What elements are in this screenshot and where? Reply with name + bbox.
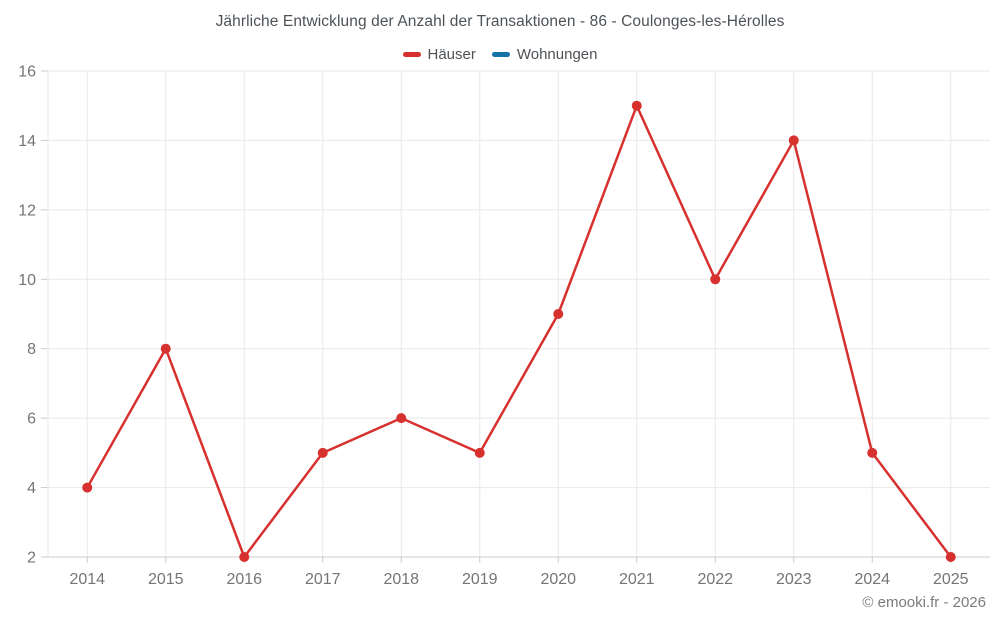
axis-tick-label: 10	[18, 272, 36, 289]
data-point[interactable]	[239, 552, 250, 562]
chart-legend: Häuser Wohnungen	[0, 46, 1000, 63]
axis-tick-label: 2017	[305, 571, 341, 588]
data-point[interactable]	[710, 274, 721, 285]
legend-swatch-wohnungen	[491, 52, 510, 57]
axis-tick-label: 4	[27, 480, 36, 497]
legend-item-haeuser[interactable]: Häuser	[402, 46, 476, 63]
data-point[interactable]	[160, 343, 171, 354]
axis-tick-label: 14	[18, 133, 36, 150]
copyright-footer: © emooki.fr - 2026	[862, 594, 986, 611]
data-point[interactable]	[945, 552, 956, 562]
axis-tick-label: 2020	[540, 571, 576, 588]
data-point[interactable]	[317, 447, 328, 458]
axis-tick-label: 2018	[383, 571, 419, 588]
axis-tick-label: 2014	[69, 571, 105, 588]
axis-tick-label: 2021	[619, 571, 655, 588]
chart-title: Jährliche Entwicklung der Anzahl der Tra…	[215, 13, 785, 30]
axis-tick-label: 6	[27, 411, 36, 428]
axis-tick-label: 2025	[933, 571, 969, 588]
data-point[interactable]	[631, 100, 642, 111]
axis-tick-label: 2016	[226, 571, 262, 588]
axis-tick-label: 2024	[854, 571, 890, 588]
legend-swatch-haeuser	[402, 52, 421, 57]
data-point[interactable]	[553, 309, 564, 319]
data-point[interactable]	[396, 413, 407, 424]
data-point[interactable]	[82, 482, 93, 493]
series-line-häuser	[86, 104, 952, 559]
axis-tick-label: 8	[27, 341, 36, 358]
legend-label-haeuser: Häuser	[427, 46, 476, 63]
legend-label-wohnungen: Wohnungen	[516, 46, 598, 63]
axis-tick-label: 16	[18, 64, 36, 81]
data-point[interactable]	[867, 447, 878, 458]
axis-tick-label: 2	[27, 550, 36, 567]
axis-tick-label: 12	[18, 202, 36, 219]
legend-item-wohnungen[interactable]: Wohnungen	[491, 46, 598, 63]
axis-tick-label: 2015	[148, 571, 184, 588]
axis-tick-label: 2019	[462, 571, 498, 588]
data-point[interactable]	[474, 447, 485, 458]
data-point[interactable]	[788, 135, 799, 146]
axis-tick-label: 2022	[697, 571, 733, 588]
axis-tick-label: 2023	[776, 571, 812, 588]
